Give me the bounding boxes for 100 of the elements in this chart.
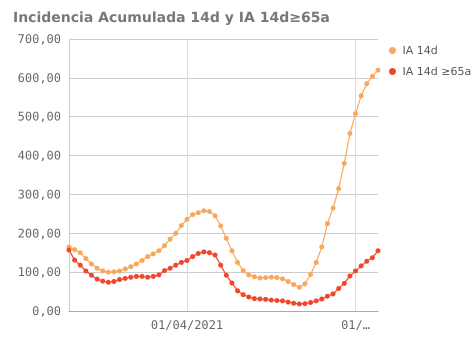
point [308,272,314,277]
point [263,296,268,302]
chart-title: Incidencia Acumulada 14d y IA 14d≥65a [13,10,330,26]
point [324,221,330,226]
point [252,296,257,302]
point [330,291,336,296]
point [196,210,201,216]
point [206,250,212,256]
point [235,260,240,265]
point [258,296,263,302]
point [240,268,246,274]
point [353,268,358,274]
point [347,130,352,136]
point [364,258,370,264]
point [201,208,206,214]
point [201,249,206,254]
point [206,209,212,214]
x-tick-label: 01/… [341,318,370,332]
point [128,274,134,280]
point [100,268,106,274]
point [134,261,139,266]
point [140,258,145,263]
y-tick-label: 300,00 [18,187,61,202]
point [268,274,274,280]
point [168,236,173,242]
point [212,213,218,218]
point [162,243,168,248]
point [66,247,72,252]
point [291,282,296,288]
point [72,258,78,263]
point [347,274,352,279]
point [319,244,324,250]
point [117,268,122,274]
point [178,223,184,228]
point [302,281,308,286]
point [286,300,291,305]
point [358,93,364,98]
point [106,270,111,275]
point [156,272,162,278]
point [324,294,330,299]
point [145,254,150,260]
point [83,256,88,262]
point [162,268,168,274]
point [218,262,224,268]
point [140,274,145,279]
point [168,266,173,271]
point [111,278,116,284]
y-tick-label: 200,00 [18,226,61,240]
point [178,260,184,265]
point [196,250,201,256]
point [336,286,342,291]
point [252,274,257,280]
y-tick-label: 600,00 [18,70,61,85]
legend-label: IA 14d [402,44,438,57]
point [72,247,78,252]
point [364,81,370,86]
y-tick-label: 0,00 [32,304,61,318]
point [83,268,88,274]
point [224,236,229,241]
point [173,230,178,236]
point [229,280,234,286]
point [184,216,190,222]
point [111,269,116,274]
y-tick-label: 400,00 [18,148,61,163]
point [274,298,280,304]
point [342,160,347,166]
point [370,74,375,79]
point [212,252,218,258]
y-tick-label: 700,00 [18,32,61,46]
point [184,258,190,263]
point [246,294,252,300]
point [308,300,314,305]
point [370,255,375,260]
point [145,274,150,280]
point [376,248,380,254]
point [190,212,196,218]
point [106,280,111,285]
point [156,248,162,254]
point [296,284,302,290]
point [240,292,246,298]
point [336,186,342,192]
point [330,206,336,211]
point [100,278,106,284]
point [122,266,128,272]
point [78,250,83,256]
point [235,288,240,294]
point [134,274,139,279]
point [88,261,94,266]
point [117,277,122,282]
point [150,274,156,279]
point [353,111,358,116]
point [280,276,285,282]
point [218,223,224,228]
point [286,278,291,284]
point [229,248,234,254]
y-tick-label: 500,00 [18,110,61,124]
point [314,260,319,265]
point [128,264,134,270]
point [358,263,364,268]
point [280,298,285,304]
